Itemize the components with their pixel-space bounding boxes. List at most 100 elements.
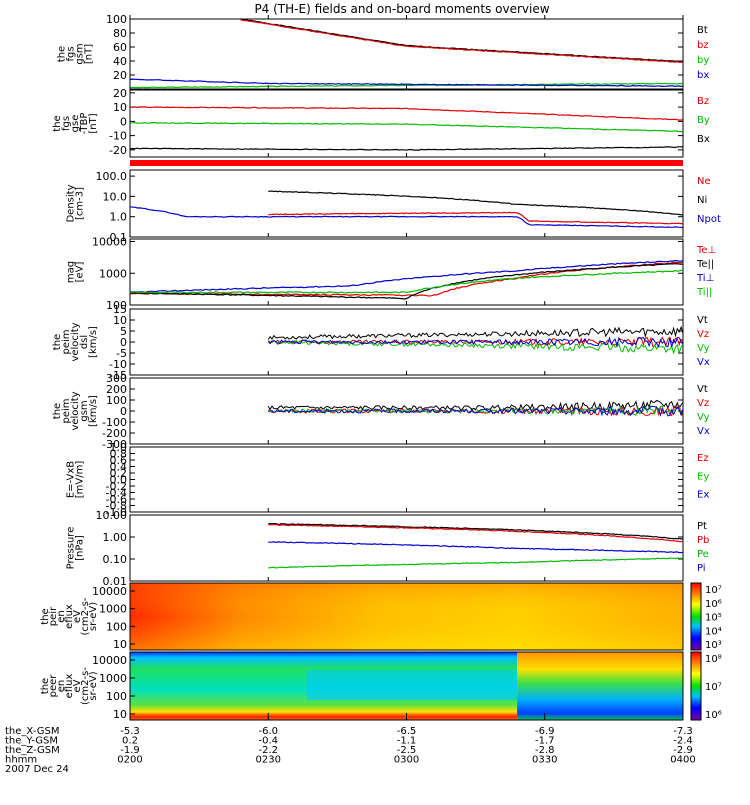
y-tick-label: -100 xyxy=(102,416,127,429)
time-axis-tick-label: -2.5 xyxy=(397,745,417,756)
legend-entry: Ni xyxy=(697,195,707,206)
series-line-bx xyxy=(129,78,684,88)
y-tick-label: 40 xyxy=(113,55,127,68)
colorbar-tick-label: 10⁵ xyxy=(705,613,722,624)
y-tick-label: 10 xyxy=(113,101,127,114)
legend-entry: Vz xyxy=(697,329,709,340)
time-axis-row-label: hhmm xyxy=(5,755,37,766)
y-tick-label: 1.0 xyxy=(110,211,128,224)
y-axis-label-line: [km/s] xyxy=(88,326,99,358)
legend-entry: Pe xyxy=(697,549,709,560)
time-axis-layer: the_X-GSM -5.3 -6.0 -6.5 -6.9 -7.3 the_Y-GSM 0.… xyxy=(5,15,696,775)
time-axis-tick-label: -0.4 xyxy=(258,736,278,747)
y-tick-label: 0.2 xyxy=(110,467,128,480)
y-tick-label: 10 xyxy=(113,314,127,327)
panel-frame xyxy=(129,169,684,238)
y-tick-label: 1000 xyxy=(99,603,127,616)
time-axis-tick-label: -2.9 xyxy=(673,745,693,756)
y-axis-label-line: -TBP xyxy=(79,113,90,135)
time-axis-tick-label: 0300 xyxy=(394,755,419,766)
y-axis-label: Density[cm-3] xyxy=(66,184,86,222)
y-tick-label: 100.0 xyxy=(96,170,128,183)
time-axis-tick-label: -2.4 xyxy=(673,736,693,747)
chart-title: P4 (TH-E) fields and on-board moments ov… xyxy=(254,2,549,16)
y-tick-label: -0.4 xyxy=(106,487,127,500)
legend-entry: Vy xyxy=(697,412,710,423)
legend-entry: Npot xyxy=(697,214,721,225)
y-tick-label: 0.1 xyxy=(110,231,128,244)
y-tick-label: 0.6 xyxy=(110,454,128,467)
y-tick-label: -0.8 xyxy=(106,500,127,513)
legend-entry: Vx xyxy=(697,357,710,368)
legend-entry: Pi xyxy=(697,563,706,574)
y-axis-label: Pressure[nPa] xyxy=(66,527,86,570)
y-axis-label-line: the xyxy=(40,608,51,624)
series-line-Vy xyxy=(267,340,684,355)
y-tick-label: 0 xyxy=(120,405,127,418)
y-tick-label: 300 xyxy=(106,372,127,385)
series-line-Pi xyxy=(268,541,684,554)
time-axis-tick-label: 0400 xyxy=(670,755,695,766)
y-axis-label-line: gsm xyxy=(75,43,86,64)
series-line-Npot xyxy=(129,206,684,229)
y-tick-label: 0 xyxy=(120,336,127,349)
y-axis-label-line: en xyxy=(56,680,67,693)
y-axis-label-line: eflux xyxy=(64,604,75,629)
legend-entry: Ez xyxy=(697,453,709,464)
legend-entry: Pb xyxy=(697,535,709,546)
y-axis-label-line: the xyxy=(52,334,63,350)
spectrogram-shading xyxy=(130,583,683,650)
series-line-Pb xyxy=(268,523,684,543)
time-axis-tick-label: -6.0 xyxy=(258,726,278,737)
mode-bar xyxy=(130,160,683,166)
y-tick-label: 20 xyxy=(113,69,127,82)
colorbar-tick-label: 10⁶ xyxy=(705,599,722,610)
y-axis-label-line: peir xyxy=(48,606,59,626)
y-axis-label-line: Pressure xyxy=(66,527,77,570)
y-axis-label-line: peer xyxy=(48,674,59,698)
y-axis-label-line: dsl xyxy=(79,335,90,349)
y-tick-label: 100 xyxy=(106,13,127,26)
series-line-By xyxy=(129,121,684,133)
panel-frame xyxy=(129,18,684,90)
y-tick-label: 0.8 xyxy=(110,448,128,461)
time-axis-row-label: the_Y-GSM xyxy=(5,736,58,747)
time-axis-tick-label: 0200 xyxy=(117,755,142,766)
colorbar-tick-label: 10⁷ xyxy=(705,682,722,693)
y-tick-label: 10000 xyxy=(92,654,127,667)
y-axis-label-line: [nT] xyxy=(84,44,95,64)
y-axis-label-line: gse xyxy=(70,115,81,133)
y-tick-label: 80 xyxy=(113,27,127,40)
series-line-Ne xyxy=(268,211,684,225)
series-line-Vt xyxy=(267,325,684,340)
colorbar xyxy=(690,651,702,721)
panel-frame xyxy=(129,514,684,582)
time-axis-tick-label: -2.2 xyxy=(258,745,278,756)
y-axis-label-line: en xyxy=(56,610,67,623)
colorbar-tick-label: 10⁶ xyxy=(705,710,722,721)
time-axis-row-label: the_X-GSM xyxy=(5,726,59,737)
y-axis-label: E=-VxB[mV/m] xyxy=(66,461,86,499)
legend-entry: Vy xyxy=(697,343,710,354)
y-axis-label-line: sr-eV) xyxy=(88,671,99,700)
y-tick-label: -300 xyxy=(102,438,127,451)
y-tick-label: 100 xyxy=(106,690,127,703)
time-axis-tick-label: -2.8 xyxy=(535,745,555,756)
y-tick-label: 20 xyxy=(113,87,127,100)
y-tick-label: 0 xyxy=(120,115,127,128)
colorbar-tick-label: 10⁷ xyxy=(705,585,722,596)
y-tick-label: 10000 xyxy=(92,585,127,598)
y-tick-label: -0.6 xyxy=(106,493,127,506)
legend-entry: Bx xyxy=(697,134,710,145)
series-line-Vx xyxy=(268,405,684,418)
y-tick-label: 60 xyxy=(113,41,127,54)
series-line-Bz xyxy=(129,106,684,121)
legend-entry: by xyxy=(697,55,709,66)
spectrogram-peir: 10000 1000 100 10 thepeirenefluxeV(cm2-s-sr-… xyxy=(40,582,722,651)
